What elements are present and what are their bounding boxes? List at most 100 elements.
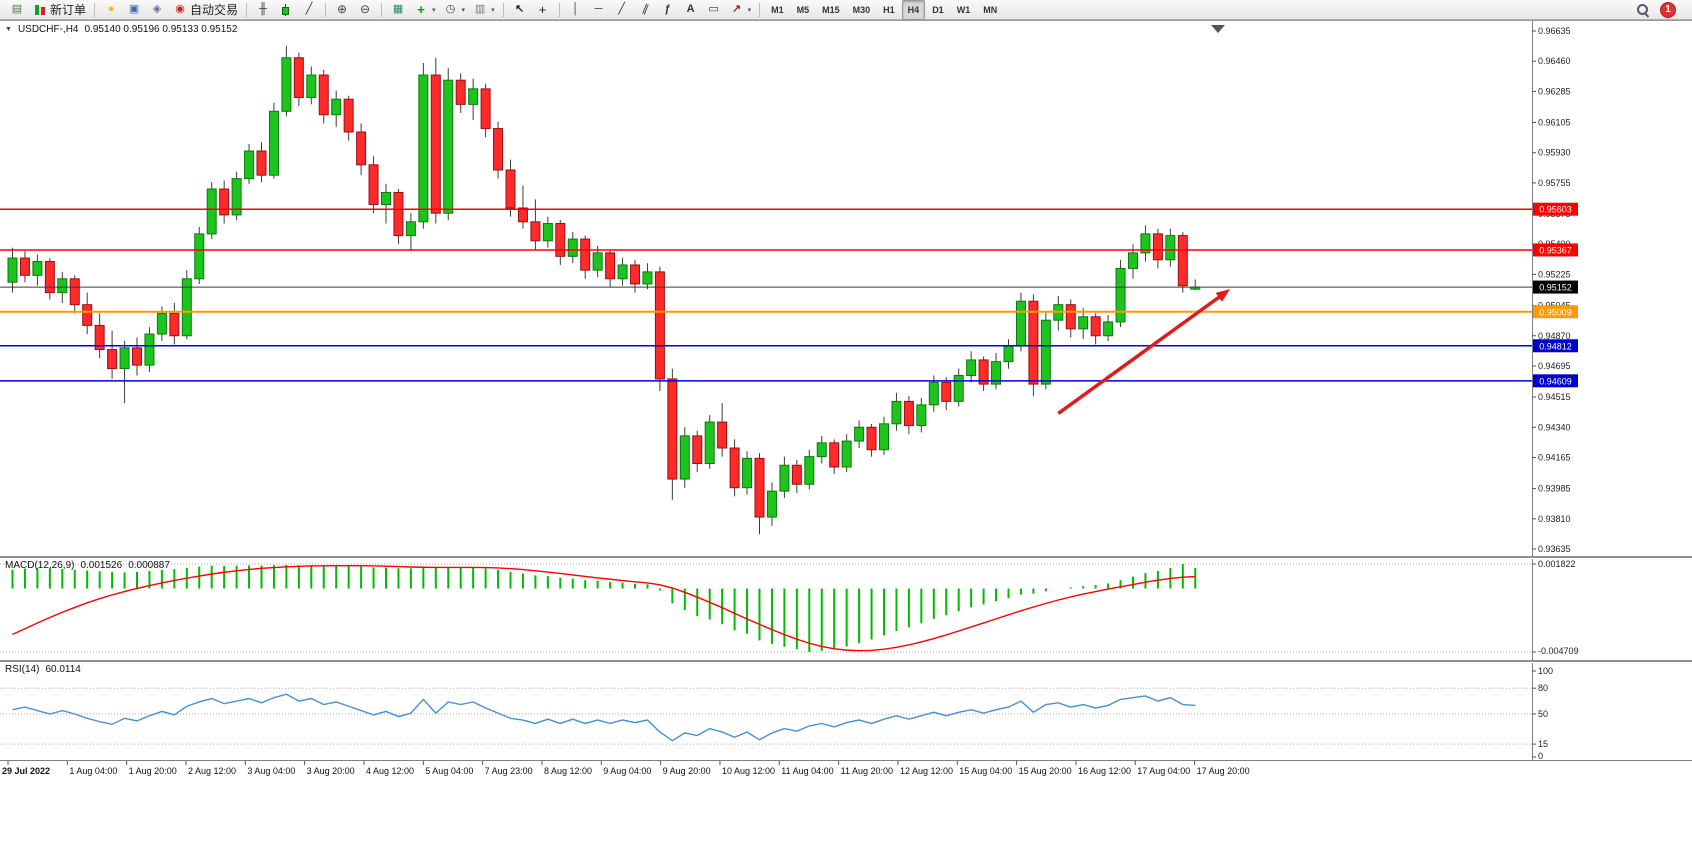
toolbar-zoom-in[interactable] bbox=[331, 0, 353, 20]
time-axis-label: 15 Aug 04:00 bbox=[959, 766, 1012, 776]
time-axis-label: 15 Aug 20:00 bbox=[1019, 766, 1072, 776]
macd-signal-line bbox=[12, 564, 1196, 652]
svg-text:0.96460: 0.96460 bbox=[1538, 56, 1571, 66]
toolbar-bar-chart-mode[interactable] bbox=[252, 0, 274, 20]
svg-text:50: 50 bbox=[1538, 709, 1548, 719]
toolbar-periods[interactable]: ▾ bbox=[440, 0, 469, 20]
toolbar-equidistant-channel[interactable] bbox=[634, 0, 656, 20]
time-axis-label: 11 Aug 20:00 bbox=[841, 766, 893, 776]
toolbar-cursor[interactable] bbox=[509, 0, 531, 20]
toolbar-tf-m30-button[interactable]: M30 bbox=[847, 0, 877, 20]
toolbar-zoom-out[interactable] bbox=[354, 0, 376, 20]
chart-shift-marker-icon bbox=[1211, 25, 1225, 33]
toolbar-text[interactable] bbox=[680, 0, 702, 20]
toolbar-tf-mn-button[interactable]: MN bbox=[977, 0, 1003, 20]
time-axis-label: 16 Aug 12:00 bbox=[1078, 766, 1131, 776]
toolbar-tf-h4-button[interactable]: H4 bbox=[901, 0, 926, 20]
horizontal-level-lines[interactable]: 0.95603 0.95367 0.95152 0.95009 0.94812 0.946… bbox=[0, 202, 1578, 388]
toolbar-tf-m5-button[interactable]: M5 bbox=[791, 0, 816, 20]
toolbar-templates[interactable]: ▾ bbox=[469, 0, 498, 20]
zoom-in-icon bbox=[334, 2, 350, 18]
toolbar-line-chart-mode[interactable] bbox=[298, 0, 320, 20]
auto-trading-label: 自动交易 bbox=[190, 3, 239, 17]
svg-text:0.95755: 0.95755 bbox=[1538, 178, 1571, 188]
chart-ohlc-label: 0.95140 0.95196 0.95133 0.95152 bbox=[84, 24, 238, 35]
time-axis-label: 9 Aug 20:00 bbox=[663, 766, 711, 776]
toolbar-indicators[interactable]: ▾ bbox=[410, 0, 439, 20]
chart-title: ▼ USDCHF-,H4 0.95140 0.95196 0.95133 0.9… bbox=[5, 24, 237, 35]
time-axis-label: 12 Aug 12:00 bbox=[900, 766, 953, 776]
toolbar-vertical-line[interactable] bbox=[565, 0, 587, 20]
toolbar-horizontal-line[interactable] bbox=[588, 0, 610, 20]
rsi-panel[interactable]: 100 80 50 15 0 RSI(14) 60.0114 bbox=[0, 662, 1692, 760]
trendline-icon bbox=[614, 2, 630, 18]
chart-menu-caret-icon[interactable]: ▼ bbox=[5, 26, 12, 33]
template-icon bbox=[472, 2, 488, 18]
toolbar-separator bbox=[94, 2, 96, 17]
lightbulb-icon bbox=[103, 2, 119, 18]
toolbar-new-order[interactable]: 新订单 bbox=[29, 0, 89, 20]
price-level-box bbox=[1533, 202, 1578, 216]
price-chart-panel[interactable]: 0.96635 0.96460 0.96285 0.96105 0.95930 0.957… bbox=[0, 20, 1692, 557]
svg-text:15: 15 bbox=[1538, 739, 1548, 749]
notification-badge[interactable]: 1 bbox=[1660, 1, 1676, 18]
toolbar-text-label[interactable] bbox=[703, 0, 725, 20]
dropdown-caret-icon: ▾ bbox=[432, 6, 436, 14]
time-axis[interactable]: 29 Jul 2022 1 Aug 04:00 1 Aug 20:00 2 Aug 1… bbox=[0, 760, 1692, 780]
macd-chart[interactable]: 0.001822 -0.004709 bbox=[0, 558, 1692, 660]
fibonacci-icon bbox=[660, 2, 676, 18]
time-axis-label: 2 Aug 12:00 bbox=[188, 766, 236, 776]
toolbar-tf-m15-button[interactable]: M15 bbox=[816, 0, 846, 20]
toolbar-tf-w1-button[interactable]: W1 bbox=[951, 0, 977, 20]
label-icon bbox=[706, 2, 722, 18]
vline-icon bbox=[568, 2, 584, 18]
macd-signal-value: 0.000887 bbox=[128, 560, 170, 571]
ohlc-bars-icon bbox=[255, 2, 271, 18]
navigator-icon bbox=[149, 2, 165, 18]
trend-arrow-annotation[interactable] bbox=[1057, 289, 1231, 415]
chart-symbol-label: USDCHF-,H4 bbox=[17, 24, 79, 35]
svg-text:0.96635: 0.96635 bbox=[1538, 26, 1571, 36]
toolbar-new-chart[interactable] bbox=[6, 0, 28, 20]
time-axis-label: 17 Aug 20:00 bbox=[1197, 766, 1250, 776]
toolbar-tf-d1-button[interactable]: D1 bbox=[926, 0, 950, 20]
cursor-icon bbox=[512, 2, 528, 18]
toolbar-separator bbox=[246, 2, 248, 17]
panel-separator[interactable] bbox=[0, 660, 1692, 663]
rsi-name-label: RSI(14) bbox=[5, 664, 40, 675]
toolbar-candlestick-mode[interactable] bbox=[275, 0, 297, 20]
svg-text:0.96285: 0.96285 bbox=[1538, 86, 1571, 96]
toolbar-tile-windows[interactable] bbox=[387, 0, 409, 20]
svg-text:0.93985: 0.93985 bbox=[1538, 484, 1571, 494]
indicators-icon bbox=[413, 2, 429, 18]
toolbar-trendline[interactable] bbox=[611, 0, 633, 20]
toolbar-tf-h1-button[interactable]: H1 bbox=[877, 0, 901, 20]
rsi-chart[interactable]: 100 80 50 15 0 bbox=[0, 662, 1692, 760]
price-level-box bbox=[1533, 243, 1578, 257]
panel-separator[interactable] bbox=[0, 556, 1692, 559]
magnifier-icon[interactable] bbox=[1634, 1, 1651, 18]
candlestick-chart[interactable]: 0.96635 0.96460 0.96285 0.96105 0.95930 0.957… bbox=[0, 21, 1692, 557]
price-level-box bbox=[1533, 374, 1578, 388]
toolbar-navigator[interactable] bbox=[146, 0, 168, 20]
toolbar-fibonacci-retracement[interactable] bbox=[657, 0, 679, 20]
svg-text:0.94340: 0.94340 bbox=[1538, 422, 1571, 432]
toolbar-crosshair[interactable] bbox=[532, 0, 554, 20]
time-axis-label: 5 Aug 04:00 bbox=[425, 766, 473, 776]
toolbar-tf-m1-button[interactable]: M1 bbox=[765, 0, 790, 20]
toolbar-market-watch[interactable] bbox=[100, 0, 122, 20]
tf-d1-label: D1 bbox=[932, 4, 944, 15]
toolbar-data-window[interactable] bbox=[123, 0, 145, 20]
time-axis-label: 11 Aug 04:00 bbox=[781, 766, 833, 776]
toolbar-separator bbox=[381, 2, 383, 17]
chart-window-icon bbox=[126, 2, 142, 18]
candlestick-icon bbox=[278, 2, 294, 18]
macd-panel[interactable]: 0.001822 -0.004709 MACD(12,26,9) 0.001526… bbox=[0, 558, 1692, 660]
toolbar-auto-trading[interactable]: 自动交易 bbox=[169, 0, 241, 20]
toolbar-separator bbox=[558, 2, 560, 17]
svg-text:0.94609: 0.94609 bbox=[1539, 376, 1572, 386]
toolbar-arrows[interactable]: ▾ bbox=[726, 0, 755, 20]
price-level-box bbox=[1533, 280, 1578, 294]
svg-text:0.95009: 0.95009 bbox=[1539, 307, 1572, 317]
